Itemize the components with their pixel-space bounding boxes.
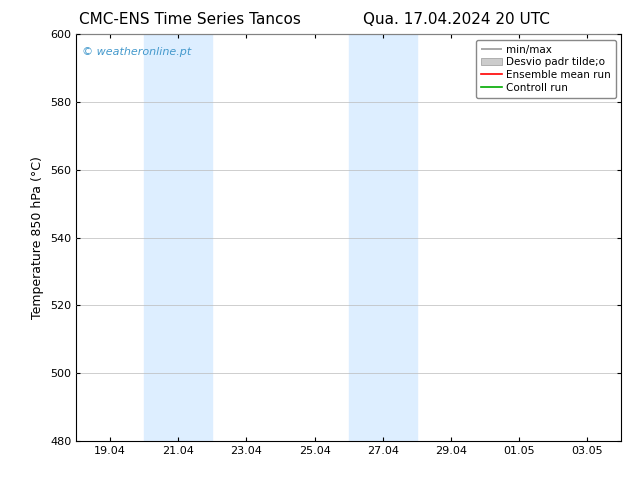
Text: CMC-ENS Time Series Tancos: CMC-ENS Time Series Tancos	[79, 12, 301, 27]
Legend: min/max, Desvio padr tilde;o, Ensemble mean run, Controll run: min/max, Desvio padr tilde;o, Ensemble m…	[476, 40, 616, 98]
Text: Qua. 17.04.2024 20 UTC: Qua. 17.04.2024 20 UTC	[363, 12, 550, 27]
Y-axis label: Temperature 850 hPa (°C): Temperature 850 hPa (°C)	[32, 156, 44, 319]
Text: © weatheronline.pt: © weatheronline.pt	[82, 47, 191, 56]
Bar	[144, 34, 212, 441]
Bar	[349, 34, 417, 441]
